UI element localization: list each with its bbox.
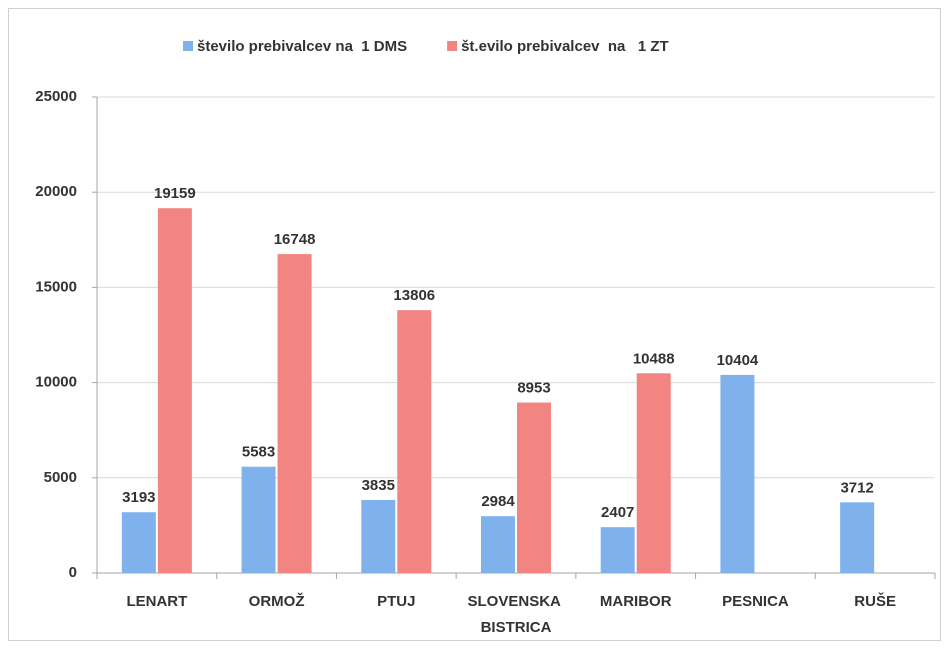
bar xyxy=(121,512,156,573)
data-label: 3835 xyxy=(362,477,395,494)
data-label: 19159 xyxy=(154,185,196,202)
data-label: 3712 xyxy=(840,479,873,496)
x-tick-label-line: SLOVENSKA xyxy=(468,593,565,610)
legend-label: število prebivalcev na 1 DMS xyxy=(197,38,407,55)
data-label: 8953 xyxy=(517,380,550,397)
bar xyxy=(361,499,396,573)
data-label: 16748 xyxy=(274,231,316,248)
data-label: 10404 xyxy=(717,352,759,369)
data-label: 5583 xyxy=(242,444,275,461)
x-tick-label: SLOVENSKA BISTRICA xyxy=(468,593,565,636)
x-tick-label: PTUJ xyxy=(377,593,415,610)
legend-label: št.evilo prebivalcev na 1 ZT xyxy=(461,38,669,55)
bar xyxy=(840,502,875,573)
bar xyxy=(481,516,515,573)
data-label: 2407 xyxy=(601,504,634,521)
bar xyxy=(241,466,276,573)
y-tick-label: 5000 xyxy=(44,469,77,486)
y-tick-label: 0 xyxy=(69,564,77,581)
bar xyxy=(636,373,671,573)
y-tick-label: 20000 xyxy=(35,183,77,200)
bar xyxy=(397,310,432,573)
data-label: 13806 xyxy=(393,287,435,304)
bar xyxy=(517,402,551,573)
x-tick-label-line: BISTRICA xyxy=(481,619,552,636)
data-label: 10488 xyxy=(633,350,675,367)
legend-swatch xyxy=(183,41,193,51)
bar xyxy=(720,374,755,573)
bar xyxy=(600,527,635,573)
data-label: 3193 xyxy=(122,489,155,506)
y-tick-label: 15000 xyxy=(35,278,77,295)
bar xyxy=(277,254,312,573)
x-tick-label: MARIBOR xyxy=(600,593,672,610)
legend-swatch xyxy=(447,41,458,51)
y-tick-label: 25000 xyxy=(35,88,77,105)
x-tick-label: PESNICA xyxy=(722,593,789,610)
x-tick-label: RUŠE xyxy=(854,592,896,610)
x-tick-label: LENART xyxy=(126,593,187,610)
data-label: 2984 xyxy=(481,493,515,510)
y-tick-label: 10000 xyxy=(35,374,77,391)
x-tick-label: ORMOŽ xyxy=(249,592,305,610)
bar xyxy=(157,208,192,573)
